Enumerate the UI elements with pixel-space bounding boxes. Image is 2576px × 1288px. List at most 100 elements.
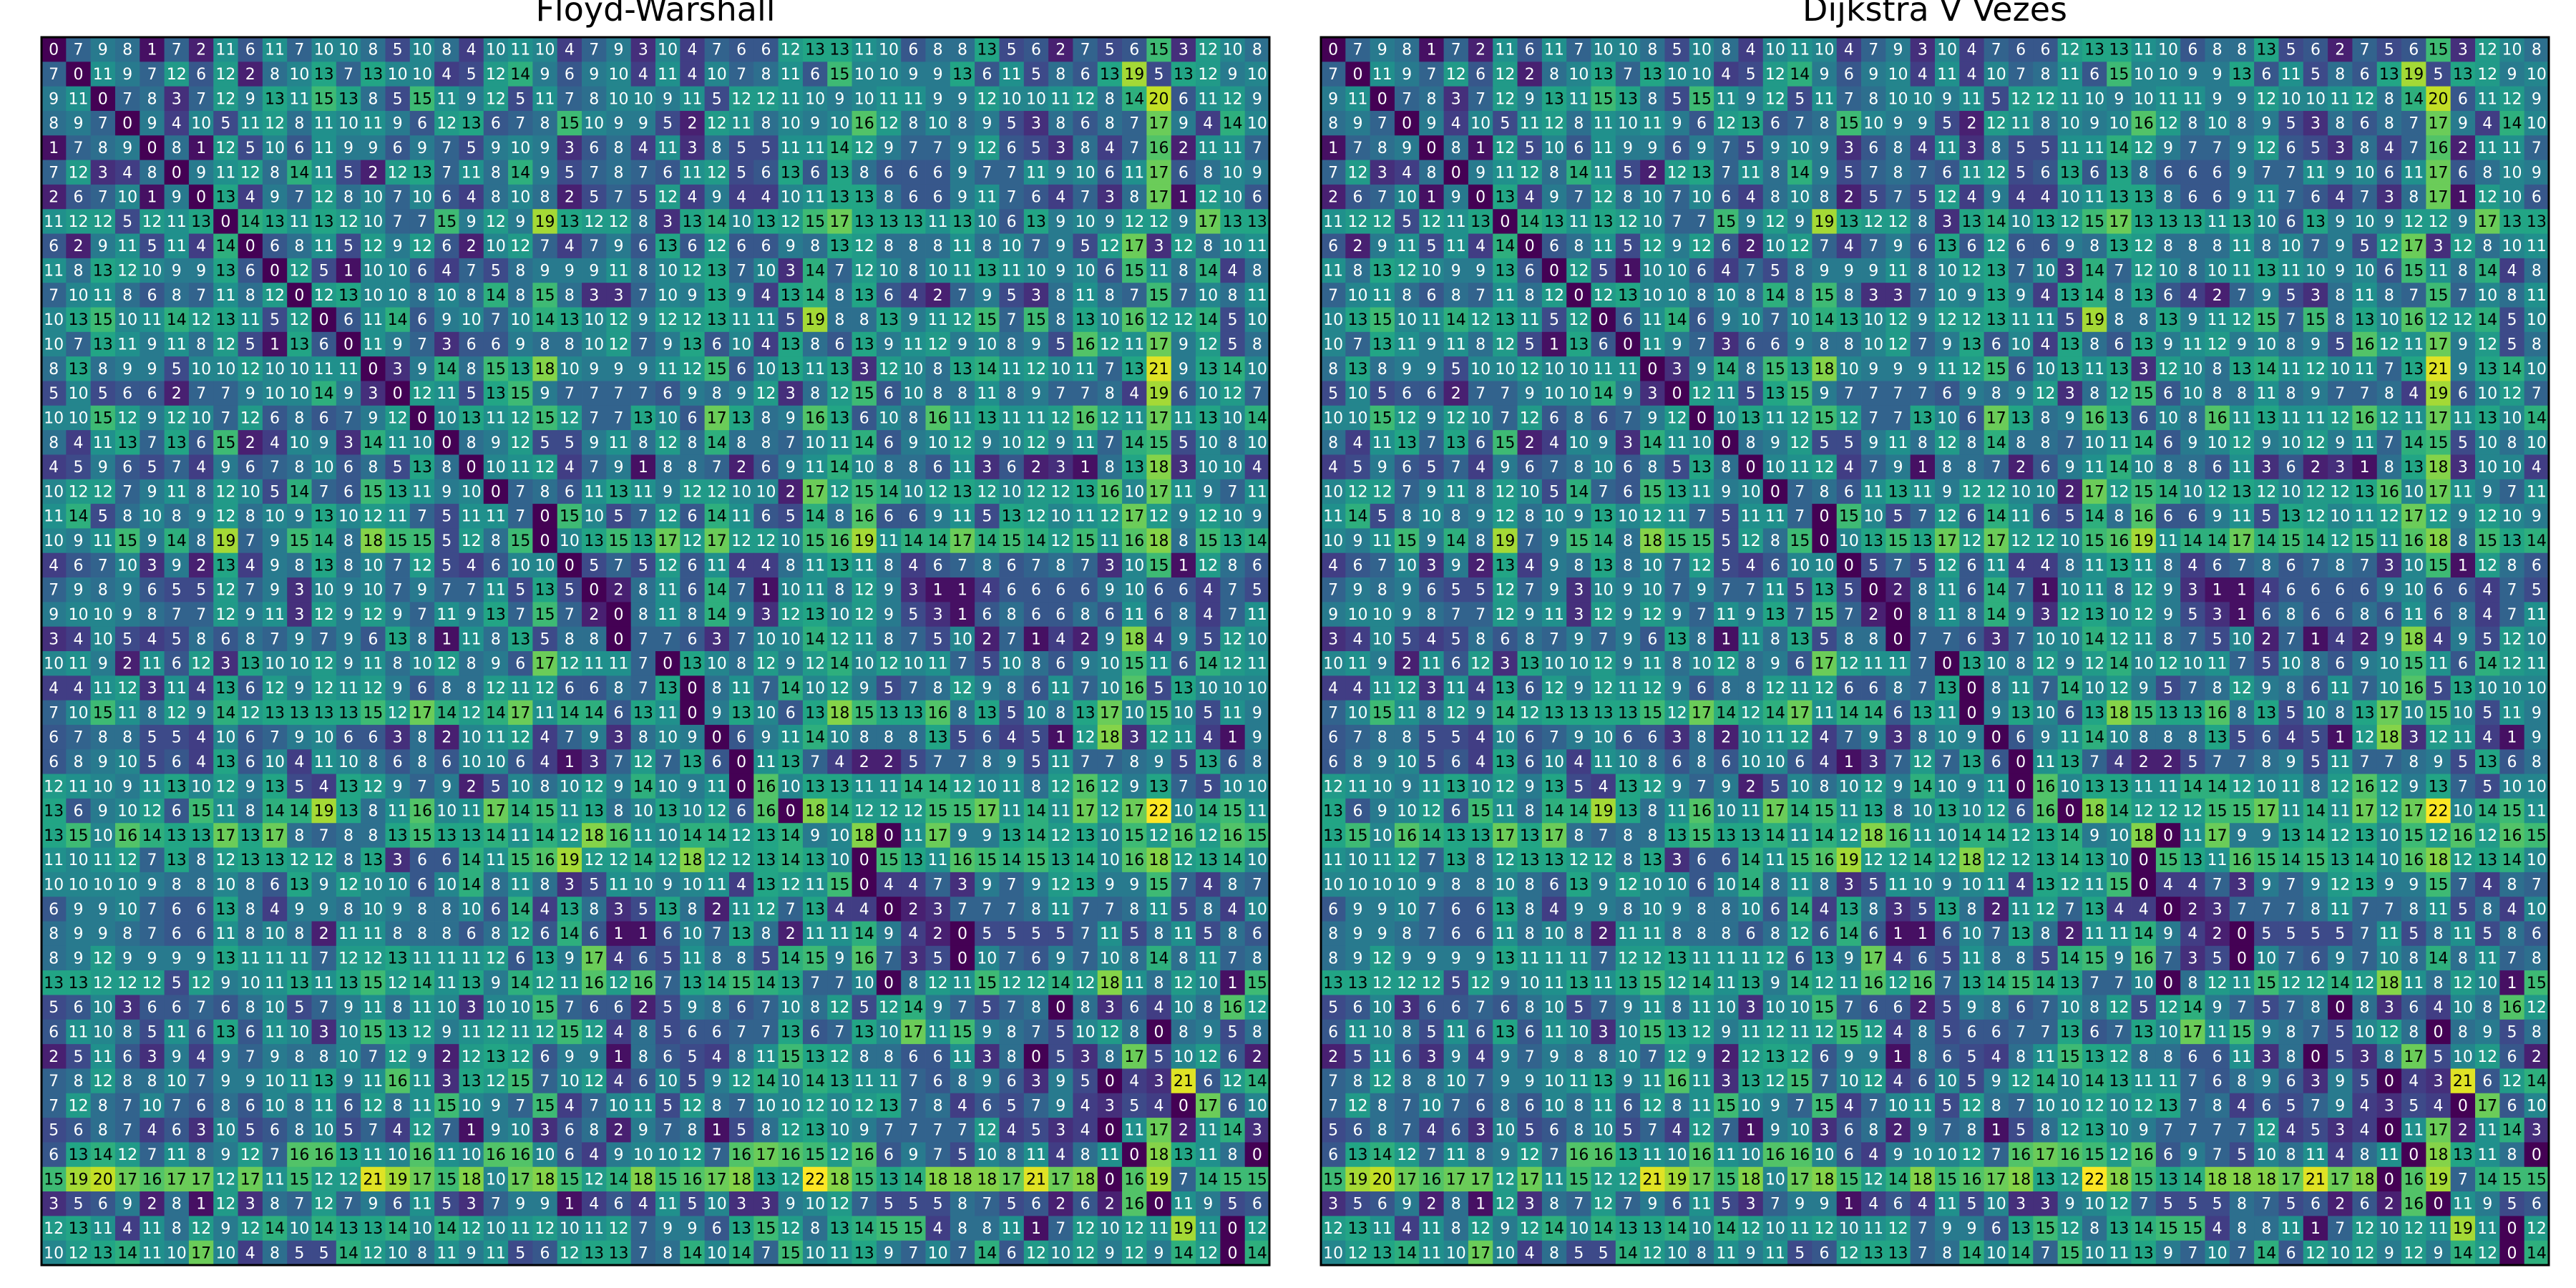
cell-value-label: 13 [265, 90, 285, 108]
cell-value-label: 1 [638, 925, 648, 943]
cell-value-label: 6 [663, 925, 673, 943]
cell-value-label: 12 [215, 582, 235, 600]
cell-value-label: 11 [1247, 483, 1267, 501]
heatmap-cell [876, 110, 902, 136]
cell-value-label: 18 [633, 1171, 653, 1189]
cell-value-label: 12 [486, 680, 506, 698]
cell-value-label: 12 [191, 1220, 211, 1238]
cell-value-label: 9 [245, 606, 255, 624]
cell-value-label: 7 [393, 582, 403, 600]
cell-value-label: 10 [854, 975, 874, 992]
cell-value-label: 12 [1100, 336, 1120, 354]
cell-value-label: 11 [44, 852, 64, 869]
cell-value-label: 10 [412, 1220, 432, 1238]
cell-value-label: 12 [117, 409, 137, 427]
heatmap-cell [262, 86, 288, 112]
cell-value-label: 9 [614, 459, 624, 477]
cell-value-label: 8 [834, 508, 844, 526]
cell-value-label: 7 [614, 385, 624, 403]
cell-value-label: 15 [560, 1023, 580, 1041]
cell-value-label: 6 [147, 999, 157, 1017]
cell-value-label: 10 [535, 1146, 555, 1164]
cell-value-label: 14 [486, 827, 506, 845]
cell-value-label: 10 [1223, 42, 1243, 59]
cell-value-label: 14 [1198, 311, 1218, 329]
cell-value-label: 8 [147, 90, 157, 108]
cell-value-label: 2 [245, 434, 255, 452]
cell-value-label: 7 [319, 950, 329, 968]
cell-value-label: 9 [196, 164, 206, 182]
cell-value-label: 3 [589, 753, 599, 771]
cell-value-label: 4 [1203, 729, 1213, 747]
cell-value-label: 5 [540, 434, 550, 452]
cell-value-label: 6 [196, 925, 206, 943]
cell-value-label: 13 [658, 238, 678, 255]
cell-value-label: 2 [638, 999, 648, 1017]
cell-value-label: 16 [535, 852, 555, 869]
cell-value-label: 8 [982, 1220, 992, 1238]
cell-value-label: 12 [977, 1122, 997, 1140]
cell-value-label: 6 [1007, 459, 1017, 477]
cell-value-label: 14 [805, 263, 825, 280]
cell-value-label: 3 [1252, 1122, 1262, 1140]
cell-value-label: 17 [1149, 409, 1169, 427]
cell-value-label: 7 [663, 630, 673, 648]
cell-value-label: 9 [982, 1073, 992, 1091]
cell-value-label: 13 [462, 409, 482, 427]
cell-value-label: 10 [265, 1073, 285, 1091]
cell-value-label: 14 [314, 532, 334, 550]
cell-value-label: 10 [1002, 90, 1022, 108]
cell-value-label: 6 [1252, 189, 1262, 207]
cell-value-label: 5 [441, 532, 452, 550]
cell-value-label: 6 [1228, 1048, 1238, 1066]
cell-value-label: 10 [805, 680, 825, 698]
cell-value-label: 13 [363, 66, 383, 84]
cell-value-label: 11 [658, 606, 678, 624]
cell-value-label: 11 [1002, 778, 1022, 796]
cell-value-label: 12 [1149, 213, 1169, 231]
cell-value-label: 3 [319, 1023, 329, 1041]
cell-value-label: 5 [1154, 66, 1164, 84]
cell-value-label: 5 [1080, 238, 1091, 255]
cell-value-label: 14 [682, 1244, 702, 1262]
cell-value-label: 16 [1149, 140, 1169, 157]
cell-value-label: 12 [584, 213, 604, 231]
cell-value-label: 4 [1154, 999, 1164, 1017]
cell-value-label: 10 [117, 803, 137, 821]
cell-value-label: 13 [879, 213, 899, 231]
cell-value-label: 7 [1031, 557, 1041, 575]
cell-value-label: 8 [908, 238, 918, 255]
cell-value-label: 11 [338, 680, 358, 698]
cell-value-label: 12 [486, 1023, 506, 1041]
heatmap-cell [164, 110, 190, 136]
cell-value-label: 6 [49, 1146, 59, 1164]
cell-value-label: 11 [486, 729, 506, 747]
cell-value-label: 7 [589, 42, 599, 59]
cell-value-label: 9 [393, 680, 403, 698]
cell-value-label: 15 [928, 803, 948, 821]
heatmap-cell [1171, 37, 1196, 62]
cell-value-label: 12 [486, 90, 506, 108]
cell-value-label: 5 [147, 729, 157, 747]
heatmap-cell [42, 62, 67, 87]
cell-value-label: 11 [805, 877, 825, 894]
cell-value-label: 10 [682, 925, 702, 943]
cell-value-label: 13 [805, 704, 825, 722]
heatmap-cell [852, 86, 877, 112]
cell-value-label: 7 [1179, 877, 1189, 894]
cell-value-label: 10 [609, 90, 629, 108]
cell-value-label: 8 [393, 925, 403, 943]
cell-value-label: 9 [1179, 361, 1189, 379]
cell-value-label: 11 [510, 42, 530, 59]
cell-value-label: 10 [829, 827, 849, 845]
cell-value-label: 14 [1198, 1171, 1218, 1189]
cell-value-label: 16 [682, 1171, 702, 1189]
cell-value-label: 12 [1247, 1220, 1267, 1238]
cell-value-label: 12 [314, 1171, 334, 1189]
cell-value-label: 8 [294, 1122, 304, 1140]
heatmap-cell [287, 62, 312, 87]
cell-value-label: 11 [1223, 140, 1243, 157]
cell-value-label: 10 [44, 483, 64, 501]
cell-value-label: 6 [73, 557, 83, 575]
cell-value-label: 10 [879, 263, 899, 280]
